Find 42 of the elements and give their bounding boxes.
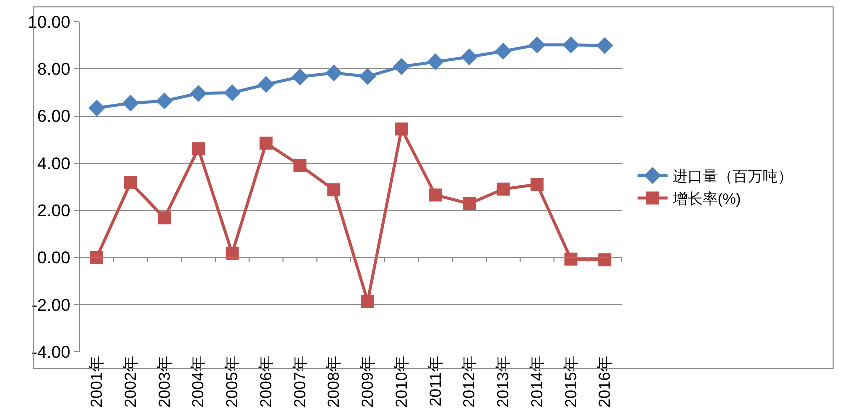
point <box>395 122 408 136</box>
y-tick-label: 2.00 <box>38 202 71 221</box>
point <box>530 178 544 192</box>
y-tick-label: 10.00 <box>28 12 71 32</box>
point <box>598 254 612 267</box>
y-tick-label: 4.00 <box>38 154 71 174</box>
point <box>494 43 512 60</box>
point <box>90 251 104 264</box>
point <box>226 246 239 260</box>
y-tick-label: -4.00 <box>32 342 71 362</box>
y-tick-label: 0.00 <box>38 248 71 268</box>
point <box>596 37 614 54</box>
point <box>564 252 578 266</box>
point <box>124 176 138 190</box>
point <box>122 94 140 112</box>
point <box>427 54 444 71</box>
legend-label: 进口量（百万吨） <box>672 168 793 186</box>
y-tick-label: 8.00 <box>38 60 71 80</box>
point <box>393 58 410 76</box>
point <box>361 295 374 308</box>
point <box>190 85 208 102</box>
point <box>88 100 106 117</box>
point <box>528 36 546 54</box>
point <box>326 64 343 82</box>
point <box>156 92 174 110</box>
point <box>294 159 307 172</box>
y-tick-label: 6.00 <box>38 107 71 126</box>
point <box>461 48 478 66</box>
point <box>496 182 510 196</box>
point <box>562 36 580 54</box>
point <box>359 68 376 86</box>
point <box>158 212 172 225</box>
point <box>224 84 241 102</box>
point <box>260 136 273 150</box>
point <box>328 184 341 197</box>
point <box>429 188 442 202</box>
point <box>192 142 206 156</box>
point <box>463 197 476 210</box>
point <box>292 68 309 86</box>
legend-label: 增长率(%) <box>672 191 742 208</box>
y-tick-label: -2.00 <box>32 296 71 315</box>
point <box>258 76 275 94</box>
